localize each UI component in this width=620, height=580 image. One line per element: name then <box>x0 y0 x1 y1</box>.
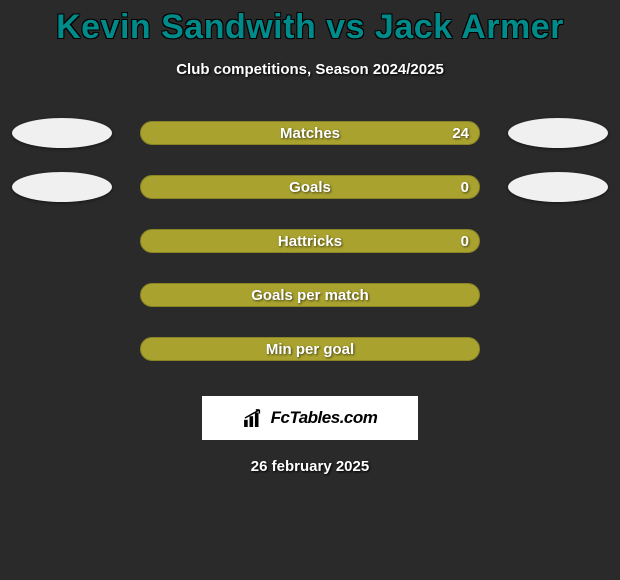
stat-label: Goals <box>289 179 331 196</box>
stat-row: Matches 24 <box>10 118 610 148</box>
stat-label: Goals per match <box>251 287 369 304</box>
stat-right-value: 24 <box>452 125 469 142</box>
left-value-ellipse <box>12 172 112 202</box>
snapshot-date: 26 february 2025 <box>0 458 620 475</box>
stat-row: Goals 0 <box>10 172 610 202</box>
left-value-ellipse <box>12 118 112 148</box>
stat-bar: Min per goal <box>140 337 480 361</box>
stat-row: Min per goal <box>10 334 610 364</box>
stat-bar: Hattricks 0 <box>140 229 480 253</box>
stat-bar: Goals per match <box>140 283 480 307</box>
brand-logo-text: FcTables.com <box>271 408 378 428</box>
stat-bar: Matches 24 <box>140 121 480 145</box>
right-value-ellipse <box>508 118 608 148</box>
stat-label: Min per goal <box>266 341 354 358</box>
stat-label: Hattricks <box>278 233 342 250</box>
right-value-ellipse <box>508 172 608 202</box>
barchart-arrow-icon <box>243 409 265 427</box>
stat-right-value: 0 <box>461 233 469 250</box>
brand-logo: FcTables.com <box>202 396 418 440</box>
stat-label: Matches <box>280 125 340 142</box>
comparison-subtitle: Club competitions, Season 2024/2025 <box>0 61 620 78</box>
comparison-title: Kevin Sandwith vs Jack Armer <box>0 0 620 47</box>
stat-rows: Matches 24 Goals 0 Hattricks 0 Goals per… <box>0 118 620 364</box>
stat-row: Hattricks 0 <box>10 226 610 256</box>
stat-row: Goals per match <box>10 280 610 310</box>
stat-bar: Goals 0 <box>140 175 480 199</box>
stat-right-value: 0 <box>461 179 469 196</box>
